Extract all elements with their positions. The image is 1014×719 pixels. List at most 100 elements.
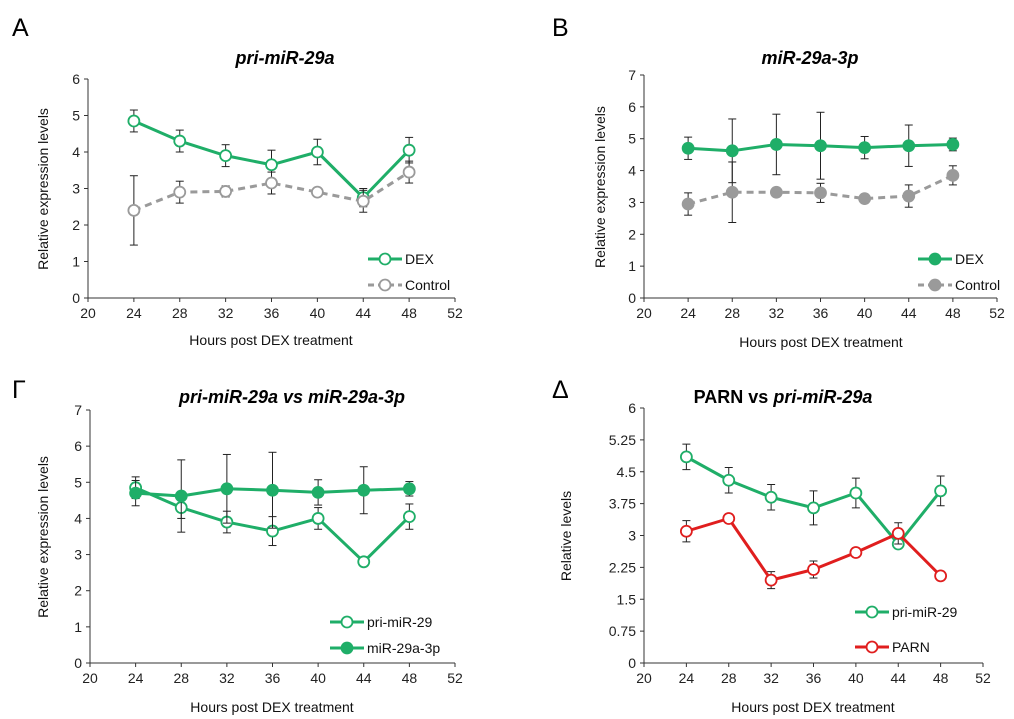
y-tick-label: 3 <box>628 194 636 210</box>
x-tick-label: 44 <box>355 305 371 321</box>
series-1 <box>679 443 948 551</box>
data-point <box>402 165 416 179</box>
x-tick-label: 36 <box>264 305 280 321</box>
data-point <box>174 489 188 503</box>
data-point <box>891 526 905 540</box>
data-point <box>681 197 695 211</box>
data-point <box>946 168 960 182</box>
x-axis-label: Hours post DEX treatment <box>739 334 903 350</box>
x-tick-label: 32 <box>763 670 779 686</box>
y-tick-label: 4 <box>74 510 82 526</box>
data-point <box>311 512 325 525</box>
y-tick-label: 5.25 <box>609 432 636 448</box>
data-point <box>219 185 233 198</box>
panel-letter: B <box>552 14 569 42</box>
x-tick-label: 52 <box>975 670 991 686</box>
legend-marker <box>865 640 879 654</box>
data-point <box>219 149 233 163</box>
data-point <box>402 143 416 157</box>
legend-item: Control <box>918 277 1000 293</box>
data-point <box>310 145 324 159</box>
data-point <box>764 490 778 504</box>
y-axis-label: Relative expression levels <box>35 456 51 618</box>
y-tick-label: 7 <box>628 67 636 83</box>
data-point <box>902 189 916 203</box>
data-point <box>265 176 278 190</box>
x-tick-label: 44 <box>901 305 917 321</box>
panel-letter: A <box>12 14 29 42</box>
data-point <box>311 486 325 499</box>
y-tick-label: 3 <box>74 547 82 563</box>
data-point <box>934 569 948 583</box>
x-tick-label: 40 <box>848 670 864 686</box>
series-2 <box>129 451 416 533</box>
data-point <box>173 185 187 199</box>
data-point <box>807 563 820 576</box>
data-point <box>265 158 278 172</box>
data-point <box>902 139 916 153</box>
legend-item: pri-miR-29 <box>855 604 958 620</box>
data-point <box>849 486 863 500</box>
legend-label: PARN <box>892 639 930 655</box>
x-tick-label: 20 <box>80 305 96 321</box>
y-tick-label: 2.25 <box>609 559 636 575</box>
data-point <box>722 512 736 525</box>
x-tick-label: 36 <box>265 670 281 686</box>
series-1 <box>681 111 960 184</box>
y-tick-label: 6 <box>72 71 80 87</box>
y-tick-label: 5 <box>628 131 636 147</box>
x-tick-label: 20 <box>636 670 652 686</box>
x-tick-label: 28 <box>721 670 737 686</box>
data-point <box>725 144 739 158</box>
panel-letter: Δ <box>552 376 569 404</box>
y-tick-label: 5 <box>74 474 82 490</box>
y-tick-label: 0 <box>72 290 80 306</box>
y-axis-label: Relative expression levels <box>35 108 51 270</box>
y-tick-label: 4 <box>72 144 80 160</box>
panel-letter: Γ <box>12 376 26 404</box>
legend-marker <box>340 615 354 629</box>
x-tick-label: 28 <box>724 305 740 321</box>
x-tick-label: 36 <box>806 670 822 686</box>
legend-label: Control <box>405 277 450 293</box>
y-tick-label: 1 <box>74 619 82 635</box>
legend-item: DEX <box>368 251 434 267</box>
y-tick-label: 2 <box>74 583 82 599</box>
y-tick-label: 3 <box>72 181 80 197</box>
y-tick-label: 0 <box>628 655 636 671</box>
data-point <box>173 134 187 148</box>
y-tick-label: 4.5 <box>617 464 637 480</box>
y-axis-label: Relative levels <box>558 491 574 581</box>
y-tick-label: 6 <box>628 400 636 416</box>
data-point <box>849 546 863 559</box>
legend-item: DEX <box>918 251 984 267</box>
y-tick-label: 7 <box>74 402 82 418</box>
data-point <box>769 138 783 151</box>
y-tick-label: 3 <box>628 528 636 544</box>
data-point <box>357 555 371 569</box>
y-tick-label: 0 <box>628 290 636 306</box>
legend-label: miR-29a-3p <box>367 640 440 656</box>
y-tick-label: 1 <box>72 254 80 270</box>
data-point <box>722 473 736 487</box>
x-tick-label: 24 <box>128 670 144 686</box>
legend-marker <box>928 252 942 266</box>
chart-title: PARN vs pri-miR-29a <box>694 387 873 407</box>
legend-marker <box>865 605 879 619</box>
data-point <box>814 139 827 153</box>
y-tick-label: 0.75 <box>609 623 636 639</box>
x-tick-label: 44 <box>356 670 372 686</box>
data-point <box>807 501 820 515</box>
x-tick-label: 32 <box>218 305 234 321</box>
data-point <box>814 186 827 200</box>
y-tick-label: 1 <box>628 258 636 274</box>
data-point <box>310 185 324 199</box>
data-point <box>858 141 872 155</box>
data-point <box>681 141 695 155</box>
legend-label: Control <box>955 277 1000 293</box>
legend-item: PARN <box>855 639 930 655</box>
series-2 <box>681 161 960 223</box>
x-axis-label: Hours post DEX treatment <box>731 699 895 715</box>
